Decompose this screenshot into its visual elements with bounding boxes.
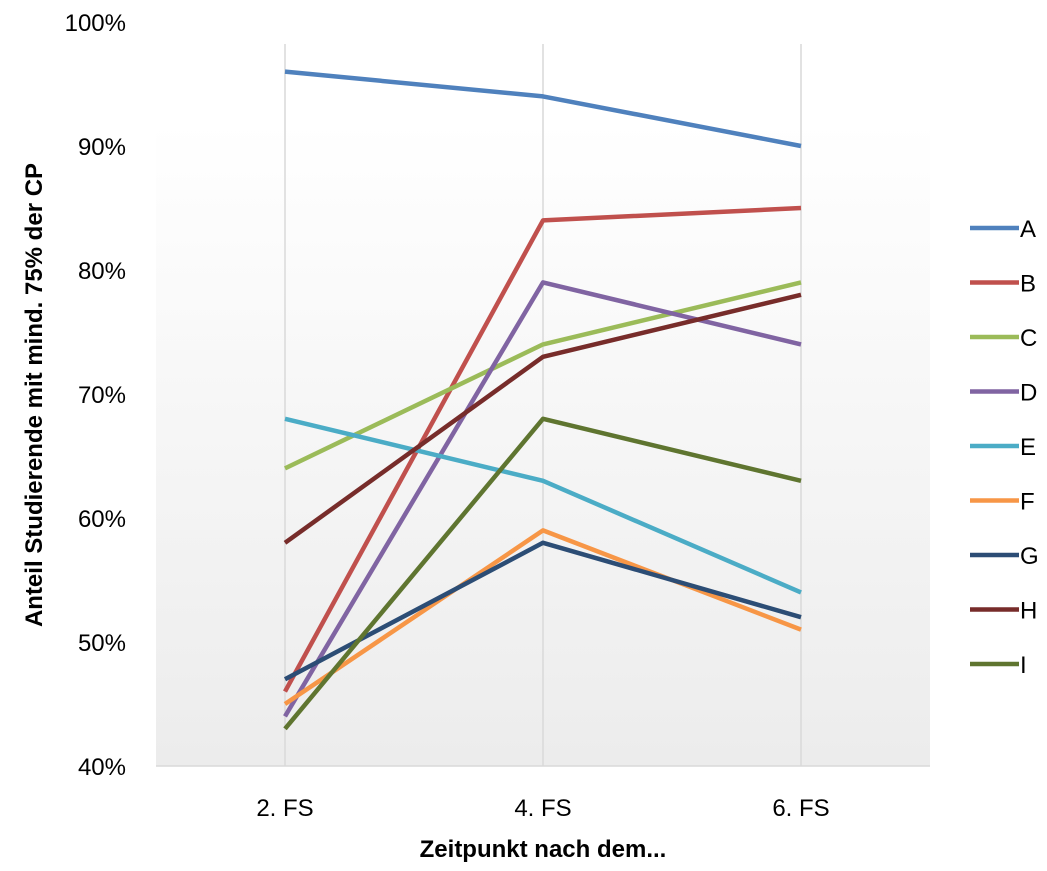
series-line-a bbox=[284, 69, 802, 149]
legend-label-c: C bbox=[1020, 325, 1037, 352]
y-tick-label: 70% bbox=[78, 382, 126, 409]
x-axis-ticks: 2. FS 4. FS 6. FS bbox=[256, 795, 829, 822]
legend-label-i: I bbox=[1020, 652, 1027, 679]
legend-label-h: H bbox=[1020, 598, 1037, 625]
legend-label-g: G bbox=[1020, 543, 1039, 570]
legend-label-b: B bbox=[1020, 271, 1036, 298]
y-tick-label: 60% bbox=[78, 506, 126, 533]
series-line-f bbox=[283, 528, 802, 706]
y-tick-label: 100% bbox=[65, 10, 126, 37]
series-line-g bbox=[283, 540, 802, 682]
legend-label-d: D bbox=[1020, 380, 1037, 407]
y-tick-label: 90% bbox=[78, 134, 126, 161]
series-lines bbox=[283, 69, 802, 731]
x-axis-title: Zeitpunkt nach dem... bbox=[420, 836, 667, 863]
y-tick-label: 80% bbox=[78, 258, 126, 285]
y-tick-label: 40% bbox=[78, 754, 126, 781]
y-axis-ticks: 40% 50% 60% 70% 80% 90% 100% bbox=[65, 10, 126, 781]
y-tick-label: 50% bbox=[78, 630, 126, 657]
legend-label-f: F bbox=[1020, 489, 1035, 516]
series-line-c bbox=[284, 280, 802, 471]
y-axis-title: Anteil Studierende mit mind. 75% der CP bbox=[21, 163, 48, 627]
legend: A BC DE FG HI bbox=[970, 216, 1039, 679]
x-tick-label: 6. FS bbox=[772, 795, 829, 822]
series-line-i bbox=[283, 416, 802, 731]
series-line-e bbox=[284, 416, 802, 595]
x-tick-label: 2. FS bbox=[256, 795, 313, 822]
series-line-h bbox=[283, 292, 802, 545]
x-tick-label: 4. FS bbox=[514, 795, 571, 822]
series-line-b bbox=[283, 205, 802, 693]
plot-area bbox=[156, 44, 930, 767]
legend-label-a: A bbox=[1020, 216, 1036, 243]
series-line-d bbox=[283, 280, 802, 718]
legend-label-e: E bbox=[1020, 434, 1036, 461]
